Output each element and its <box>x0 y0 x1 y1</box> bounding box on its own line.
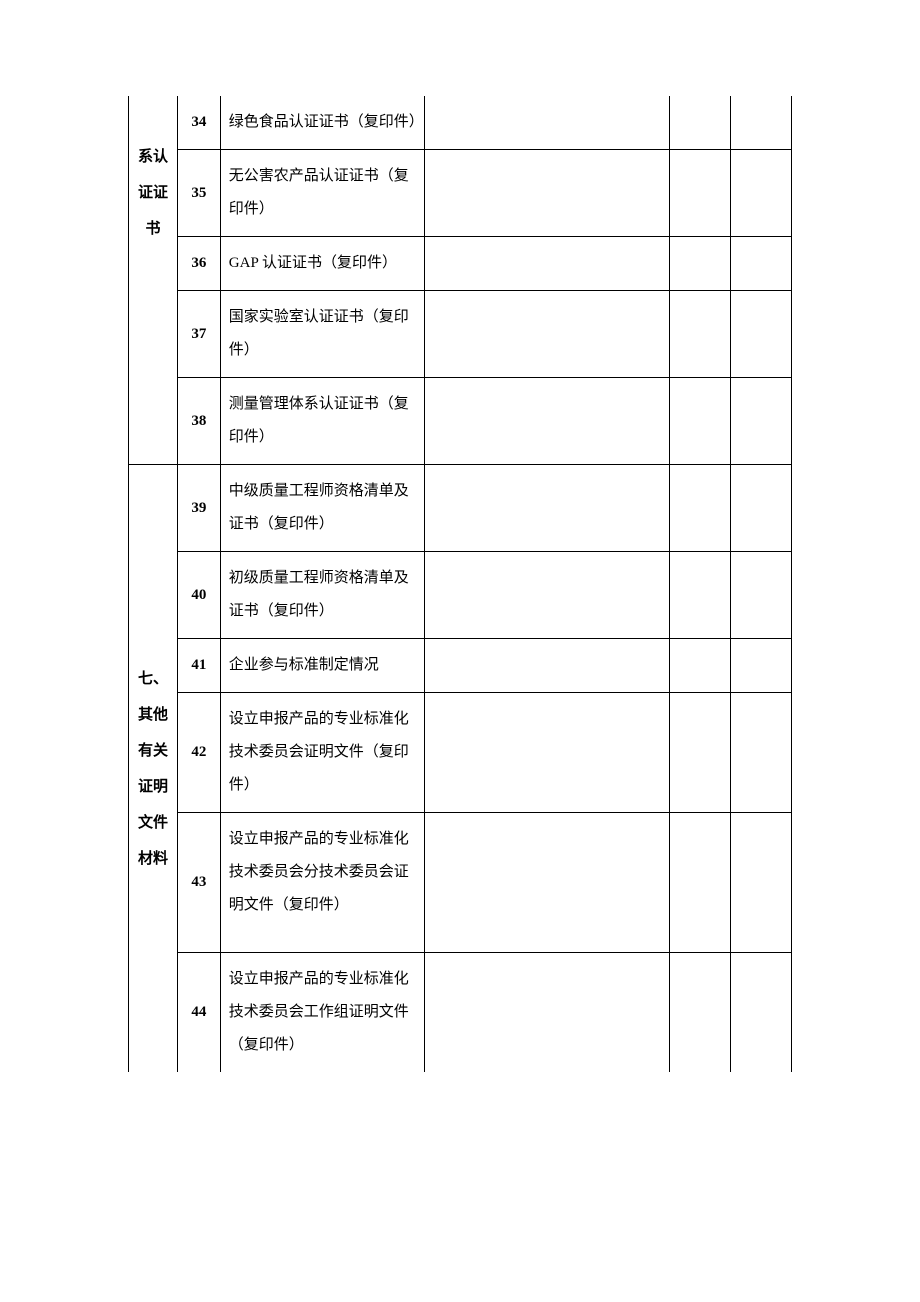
blank-cell <box>730 953 791 1073</box>
blank-cell <box>669 639 730 693</box>
category-text: 书 <box>131 211 175 247</box>
blank-cell <box>669 953 730 1073</box>
row-number: 43 <box>177 813 220 953</box>
blank-cell <box>669 291 730 378</box>
row-description: 无公害农产品认证证书（复印件） <box>220 150 424 237</box>
blank-cell <box>424 150 669 237</box>
blank-cell <box>669 693 730 813</box>
blank-cell <box>730 813 791 953</box>
row-number: 39 <box>177 465 220 552</box>
blank-cell <box>424 96 669 150</box>
blank-cell <box>730 378 791 465</box>
table-row: 系认 证证 书 34 绿色食品认证证书（复印件） <box>129 96 792 150</box>
blank-cell <box>424 465 669 552</box>
table-row: 41 企业参与标准制定情况 <box>129 639 792 693</box>
category-cell-empty <box>129 291 178 378</box>
category-text: 证证 <box>131 175 175 211</box>
row-number: 36 <box>177 237 220 291</box>
blank-cell <box>730 291 791 378</box>
blank-cell <box>424 693 669 813</box>
row-number: 35 <box>177 150 220 237</box>
blank-cell <box>669 150 730 237</box>
row-number: 42 <box>177 693 220 813</box>
blank-cell <box>424 953 669 1073</box>
blank-cell <box>730 150 791 237</box>
table-row: 35 无公害农产品认证证书（复印件） <box>129 150 792 237</box>
row-description: 中级质量工程师资格清单及证书（复印件） <box>220 465 424 552</box>
document-table: 系认 证证 书 34 绿色食品认证证书（复印件） 35 无公害农产品认证证书（复… <box>128 96 792 1072</box>
blank-cell <box>730 96 791 150</box>
blank-cell <box>669 465 730 552</box>
blank-cell <box>424 237 669 291</box>
blank-cell <box>669 552 730 639</box>
blank-cell <box>669 378 730 465</box>
row-description: 国家实验室认证证书（复印件） <box>220 291 424 378</box>
table-row: 七、其他有关证明文件材料 39 中级质量工程师资格清单及证书（复印件） <box>129 465 792 552</box>
category-cell-empty <box>129 378 178 465</box>
row-description: 企业参与标准制定情况 <box>220 639 424 693</box>
blank-cell <box>730 693 791 813</box>
row-description: GAP 认证证书（复印件） <box>220 237 424 291</box>
row-number: 40 <box>177 552 220 639</box>
row-description: 测量管理体系认证证书（复印件） <box>220 378 424 465</box>
row-number: 37 <box>177 291 220 378</box>
blank-cell <box>730 639 791 693</box>
row-description: 绿色食品认证证书（复印件） <box>220 96 424 150</box>
blank-cell <box>424 639 669 693</box>
blank-cell <box>669 813 730 953</box>
blank-cell <box>669 96 730 150</box>
row-number: 44 <box>177 953 220 1073</box>
blank-cell <box>424 813 669 953</box>
blank-cell <box>424 378 669 465</box>
blank-cell <box>730 552 791 639</box>
table-row: 43 设立申报产品的专业标准化技术委员会分技术委员会证明文件（复印件） <box>129 813 792 953</box>
table-row: 42 设立申报产品的专业标准化技术委员会证明文件（复印件） <box>129 693 792 813</box>
row-description: 设立申报产品的专业标准化技术委员会分技术委员会证明文件（复印件） <box>220 813 424 953</box>
row-description: 设立申报产品的专业标准化技术委员会证明文件（复印件） <box>220 693 424 813</box>
row-number: 38 <box>177 378 220 465</box>
row-number: 41 <box>177 639 220 693</box>
category-text: 系认 <box>131 139 175 175</box>
table-row: 38 测量管理体系认证证书（复印件） <box>129 378 792 465</box>
table-row: 44 设立申报产品的专业标准化技术委员会工作组证明文件（复印件） <box>129 953 792 1073</box>
blank-cell <box>424 552 669 639</box>
category-cell-1: 系认 证证 书 <box>129 96 178 291</box>
table-row: 40 初级质量工程师资格清单及证书（复印件） <box>129 552 792 639</box>
blank-cell <box>730 237 791 291</box>
category-text: 七、其他有关证明文件材料 <box>131 661 175 877</box>
blank-cell <box>730 465 791 552</box>
table-row: 37 国家实验室认证证书（复印件） <box>129 291 792 378</box>
category-cell-2: 七、其他有关证明文件材料 <box>129 465 178 1073</box>
row-description: 设立申报产品的专业标准化技术委员会工作组证明文件（复印件） <box>220 953 424 1073</box>
row-number: 34 <box>177 96 220 150</box>
blank-cell <box>424 291 669 378</box>
blank-cell <box>669 237 730 291</box>
table-row: 36 GAP 认证证书（复印件） <box>129 237 792 291</box>
row-description: 初级质量工程师资格清单及证书（复印件） <box>220 552 424 639</box>
